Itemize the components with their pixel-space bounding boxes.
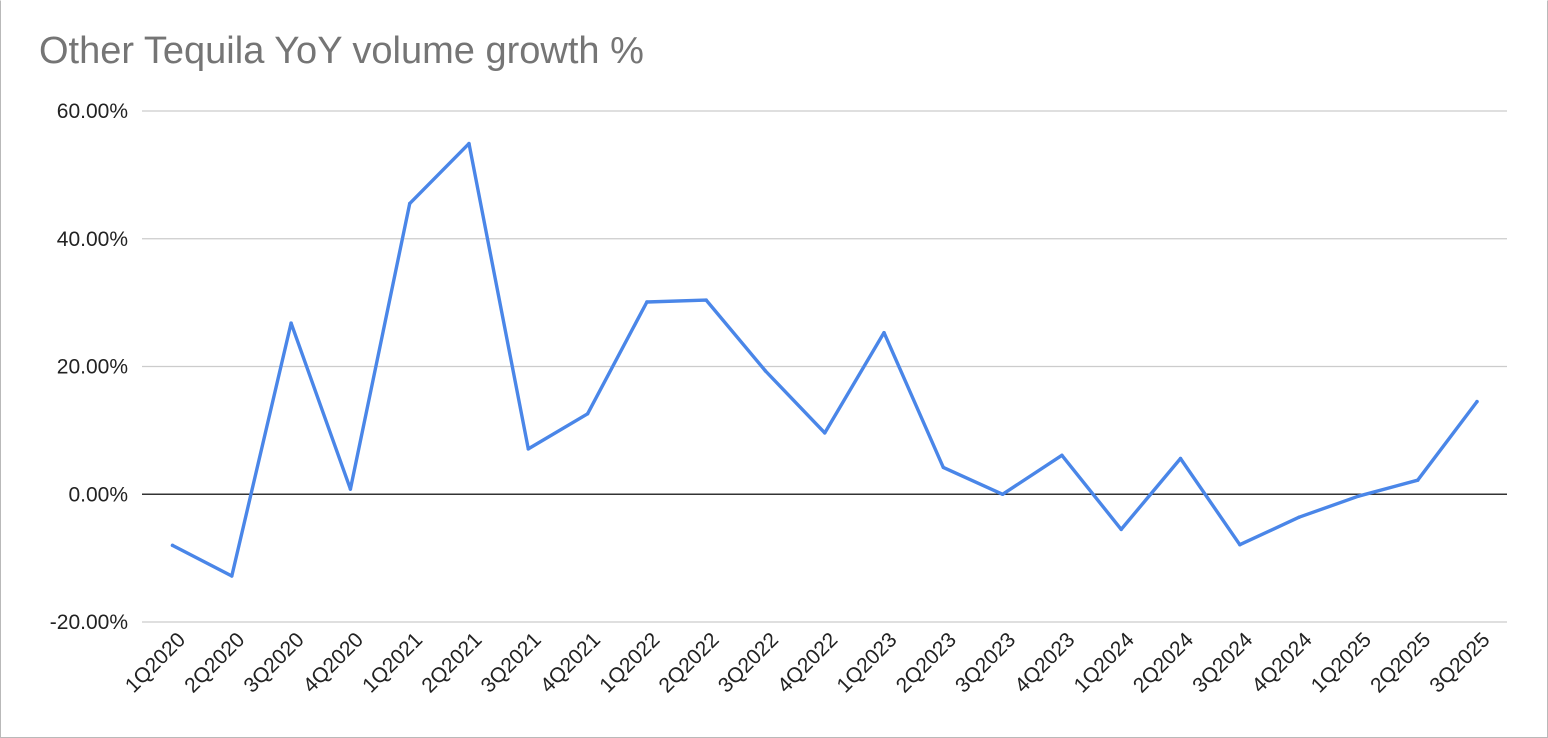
x-tick-label: 4Q2022 [773,628,842,697]
x-axis-ticks: 1Q20202Q20203Q20204Q20201Q20212Q20213Q20… [121,628,1495,697]
y-tick-label: -20.00% [50,611,128,634]
data-point [1475,399,1479,404]
x-tick-label: 3Q2023 [951,628,1020,697]
data-point [645,300,649,304]
data-point [1060,453,1064,457]
data-point [941,465,946,470]
x-tick-label: 3Q2024 [1188,628,1257,697]
x-tick-label: 1Q2022 [595,628,664,697]
x-tick-label: 1Q2025 [1307,628,1376,697]
y-tick-label: 60.00% [57,100,128,123]
data-point [467,141,471,146]
data-point [1000,492,1005,496]
x-tick-label: 2Q2025 [1366,628,1435,697]
y-tick-label: 0.00% [68,483,128,506]
y-tick-label: 40.00% [57,228,128,251]
data-point [1119,527,1123,532]
x-tick-label: 2Q2021 [417,628,486,697]
data-point [1178,456,1183,461]
data-point [763,369,768,373]
x-tick-label: 2Q2022 [655,628,724,697]
data-point [289,321,293,325]
data-point [704,298,708,302]
x-tick-label: 4Q2024 [1248,628,1317,697]
data-point [882,330,886,335]
data-point [526,447,530,451]
data-point [170,543,175,548]
x-tick-label: 1Q2021 [358,628,427,697]
y-tick-label: 20.00% [57,356,128,379]
data-point [823,431,827,435]
x-tick-label: 1Q2024 [1070,628,1139,697]
x-tick-label: 2Q2024 [1129,628,1198,697]
data-point [1297,515,1301,519]
series-line [170,141,1479,578]
x-tick-label: 1Q2023 [832,628,901,697]
data-point [230,574,234,578]
gridlines [142,110,1507,623]
data-point [348,487,353,491]
x-tick-label: 1Q2020 [121,628,190,697]
x-tick-label: 2Q2023 [892,628,961,697]
x-tick-label: 3Q2025 [1425,628,1494,697]
data-point [1238,543,1242,547]
x-tick-label: 3Q2021 [477,628,546,697]
series-layer [170,141,1479,578]
data-point [585,412,590,416]
x-tick-label: 4Q2020 [299,628,368,697]
x-tick-label: 2Q2020 [180,628,249,697]
x-tick-label: 3Q2020 [240,628,309,697]
chart-title: Other Tequila YoY volume growth % [39,30,644,72]
x-tick-label: 4Q2021 [536,628,605,697]
data-point [407,201,412,206]
x-tick-label: 4Q2023 [1010,628,1079,697]
y-axis-ticks: 60.00% 40.00% 20.00% 0.00% -20.00% [50,100,128,634]
data-point [1356,494,1361,498]
data-point [1416,478,1420,482]
x-tick-label: 3Q2022 [714,628,783,697]
